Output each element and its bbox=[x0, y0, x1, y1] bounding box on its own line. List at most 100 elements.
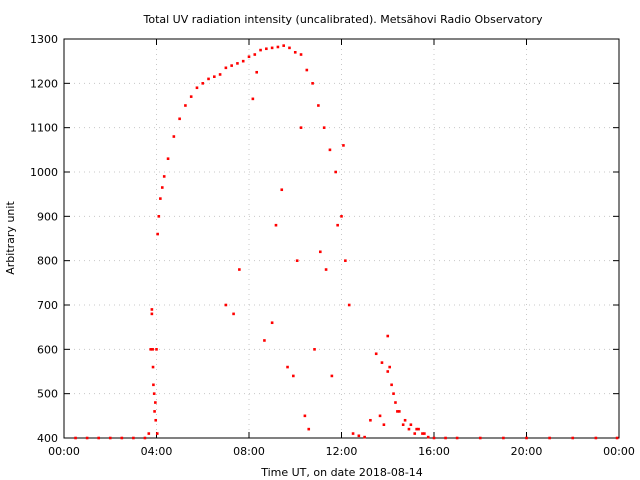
data-point bbox=[571, 436, 575, 440]
y-tick-label: 1200 bbox=[30, 77, 58, 90]
data-point bbox=[232, 312, 235, 316]
data-point bbox=[74, 436, 77, 440]
y-tick-label: 1300 bbox=[30, 33, 58, 46]
data-point bbox=[156, 232, 159, 236]
y-tick-label: 500 bbox=[37, 388, 58, 401]
data-point bbox=[154, 401, 157, 404]
y-axis-ticks: 400 500 600 700 800 900 1000 1100 1200 1300 bbox=[30, 33, 619, 445]
data-point bbox=[157, 215, 161, 218]
data-point bbox=[322, 126, 326, 129]
data-point bbox=[396, 410, 399, 413]
grid-lines bbox=[64, 39, 619, 438]
data-point bbox=[152, 383, 155, 387]
data-point bbox=[172, 135, 176, 138]
data-point bbox=[378, 414, 382, 418]
data-point bbox=[207, 77, 210, 81]
x-tick-label: 00:00 bbox=[603, 445, 635, 458]
data-point bbox=[201, 82, 205, 85]
data-point bbox=[120, 436, 124, 440]
data-point bbox=[265, 47, 268, 51]
data-point bbox=[270, 46, 274, 50]
data-point bbox=[195, 86, 199, 90]
data-point bbox=[409, 423, 413, 426]
data-point bbox=[394, 401, 397, 404]
data-point bbox=[255, 70, 259, 74]
data-point bbox=[324, 268, 328, 271]
x-tick-label: 00:00 bbox=[48, 445, 80, 458]
data-point bbox=[224, 66, 228, 70]
y-tick-label: 700 bbox=[37, 299, 58, 312]
data-point bbox=[380, 361, 384, 364]
data-point bbox=[336, 223, 339, 227]
data-point bbox=[328, 148, 332, 152]
data-point bbox=[388, 365, 391, 369]
data-point bbox=[280, 188, 284, 192]
data-point bbox=[455, 436, 459, 440]
x-tick-label: 12:00 bbox=[326, 445, 358, 458]
data-point bbox=[347, 303, 351, 307]
data-point bbox=[415, 427, 418, 431]
data-point bbox=[247, 55, 251, 59]
data-point bbox=[213, 75, 216, 78]
data-point bbox=[153, 410, 156, 413]
x-axis-ticks: 00:00 04:00 08:00 12:00 16:00 20:00 00:00 bbox=[48, 39, 635, 458]
x-axis-label: Time UT, on date 2018-08-14 bbox=[260, 466, 423, 479]
data-point bbox=[132, 436, 135, 440]
data-point bbox=[276, 45, 280, 49]
data-point bbox=[363, 435, 366, 439]
data-point bbox=[307, 427, 311, 431]
data-point bbox=[292, 374, 295, 378]
data-point bbox=[299, 126, 303, 129]
data-point bbox=[154, 418, 158, 422]
data-point bbox=[155, 432, 159, 435]
data-point bbox=[270, 321, 274, 325]
data-point bbox=[403, 418, 407, 422]
y-tick-label: 1000 bbox=[30, 166, 58, 179]
data-point bbox=[413, 432, 417, 435]
data-point bbox=[162, 175, 166, 178]
data-point bbox=[426, 435, 430, 439]
data-point bbox=[299, 53, 303, 56]
data-point bbox=[334, 170, 338, 174]
data-point bbox=[382, 423, 386, 426]
y-tick-label: 1100 bbox=[30, 122, 58, 135]
data-points bbox=[74, 44, 619, 440]
data-point bbox=[319, 250, 322, 254]
data-point bbox=[502, 436, 505, 440]
data-point bbox=[374, 352, 378, 356]
data-point bbox=[155, 348, 158, 351]
data-point bbox=[286, 365, 289, 369]
data-point bbox=[288, 46, 291, 50]
data-point bbox=[150, 308, 154, 311]
x-tick-label: 04:00 bbox=[141, 445, 173, 458]
data-point bbox=[615, 436, 619, 440]
data-point bbox=[230, 64, 233, 67]
data-point bbox=[386, 334, 390, 338]
data-point bbox=[236, 62, 239, 65]
data-point bbox=[108, 436, 112, 440]
data-point bbox=[344, 259, 347, 262]
data-point bbox=[478, 436, 482, 440]
data-point bbox=[398, 410, 401, 413]
data-point bbox=[166, 157, 170, 160]
data-point bbox=[340, 215, 343, 218]
data-point bbox=[351, 432, 355, 435]
y-tick-label: 900 bbox=[37, 210, 58, 223]
data-point bbox=[218, 73, 222, 76]
y-tick-label: 600 bbox=[37, 343, 58, 356]
data-point bbox=[263, 339, 266, 342]
data-point bbox=[151, 365, 155, 369]
data-point bbox=[432, 436, 436, 440]
data-point bbox=[238, 268, 241, 271]
data-point bbox=[548, 436, 551, 440]
data-point bbox=[357, 434, 361, 438]
data-point bbox=[423, 432, 426, 435]
data-point bbox=[342, 144, 345, 147]
plot-frame bbox=[63, 38, 620, 439]
y-tick-label: 800 bbox=[37, 255, 58, 268]
data-point bbox=[295, 259, 299, 262]
data-point bbox=[259, 48, 262, 52]
x-tick-label: 08:00 bbox=[233, 445, 265, 458]
data-point bbox=[159, 197, 162, 200]
